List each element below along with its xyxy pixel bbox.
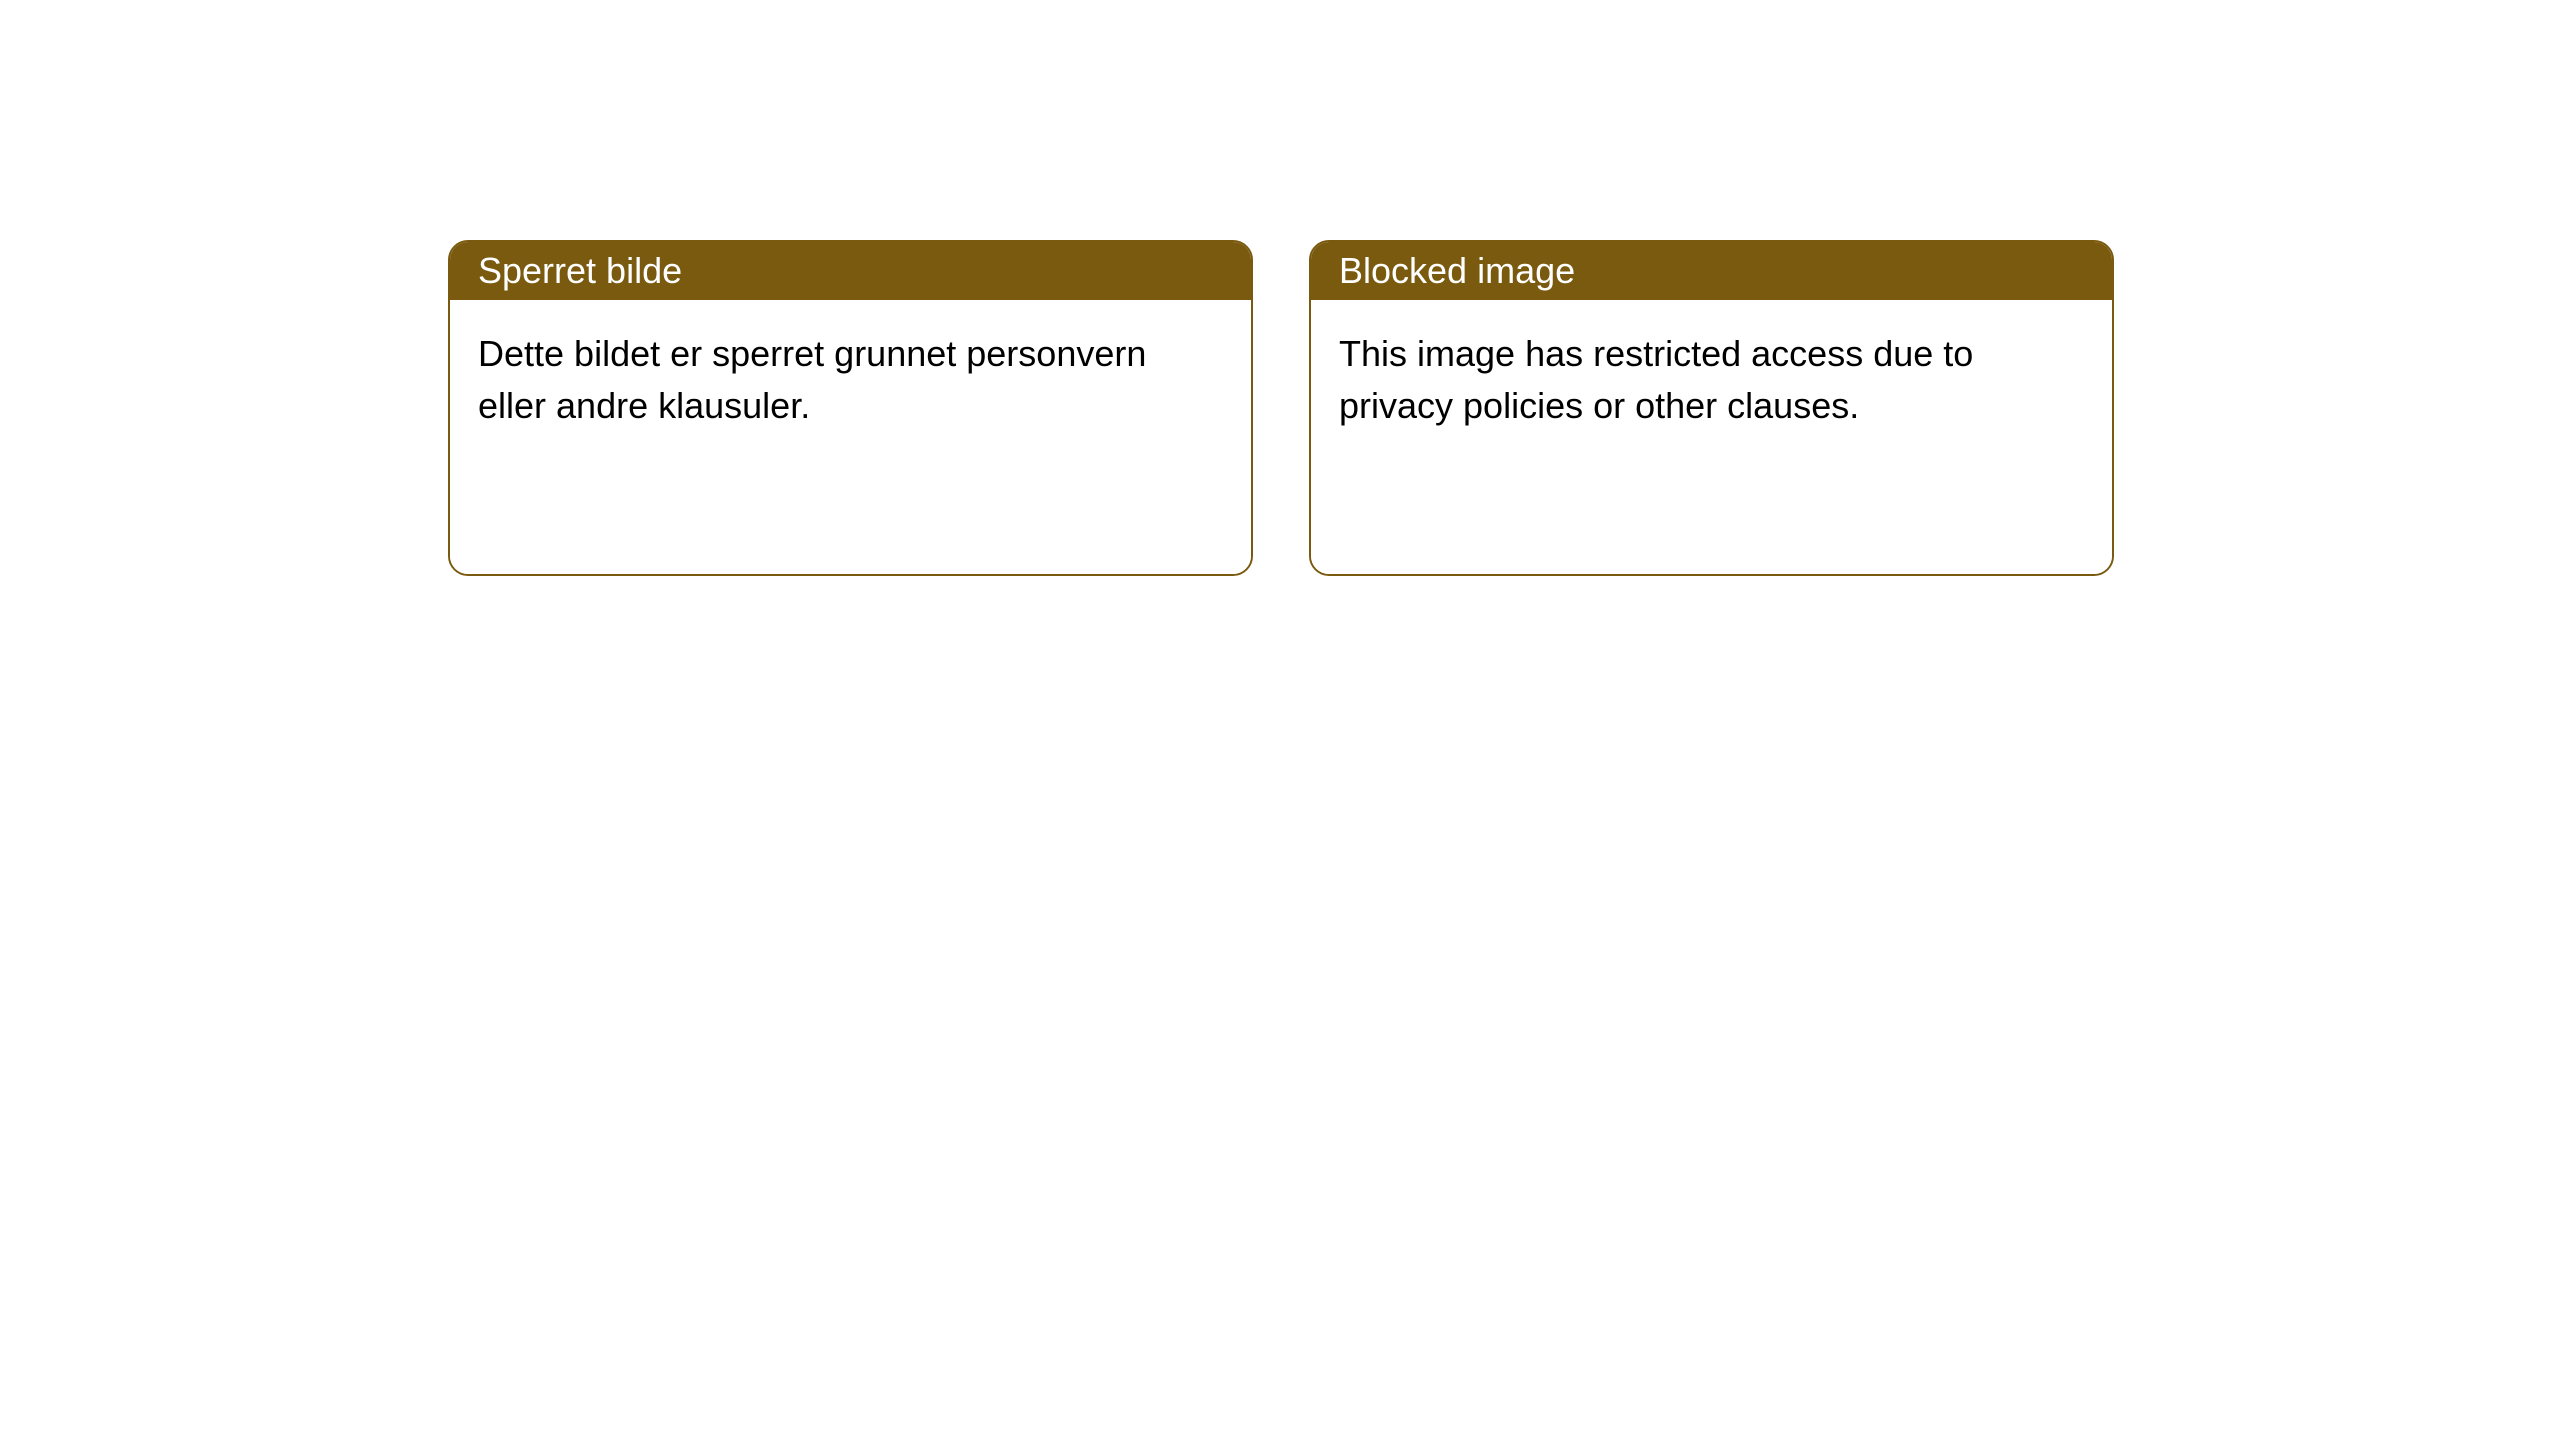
- notice-title-english: Blocked image: [1311, 242, 2112, 300]
- notice-message-english: This image has restricted access due to …: [1311, 300, 2112, 574]
- notice-message-norwegian: Dette bildet er sperret grunnet personve…: [450, 300, 1251, 574]
- notice-container: Sperret bilde Dette bildet er sperret gr…: [0, 0, 2560, 576]
- notice-card-norwegian: Sperret bilde Dette bildet er sperret gr…: [448, 240, 1253, 576]
- notice-title-norwegian: Sperret bilde: [450, 242, 1251, 300]
- notice-card-english: Blocked image This image has restricted …: [1309, 240, 2114, 576]
